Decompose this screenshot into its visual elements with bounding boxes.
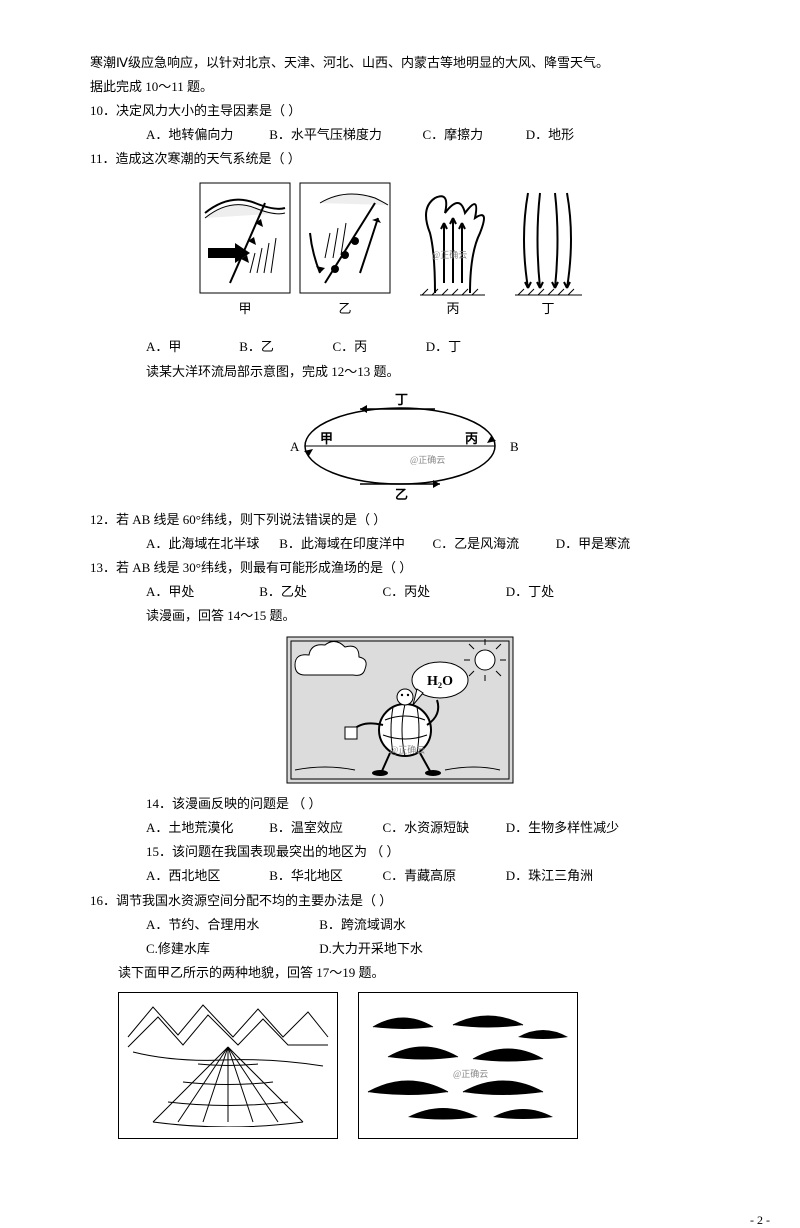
q13-stem: 13．若 AB 线是 30°纬线，则最有可能形成渔场的是（ ） xyxy=(90,557,710,579)
panel-label-yi: 乙 xyxy=(338,301,351,316)
q16-D: D.大力开采地下水 xyxy=(319,938,423,960)
q16-postline: 读下面甲乙所示的两种地貌，回答 17～19 题。 xyxy=(90,962,710,984)
q13-A: A．甲处 xyxy=(146,581,256,603)
q12-B: B．此海域在印度洋中 xyxy=(279,533,429,555)
panel-label-ding: 丁 xyxy=(541,301,554,316)
q16-B: B．跨流域调水 xyxy=(319,914,406,936)
q12-D: D．甲是寒流 xyxy=(556,533,630,555)
q12-A: A．此海域在北半球 xyxy=(146,533,276,555)
q15-B: B．华北地区 xyxy=(269,865,379,887)
q15-A: A．西北地区 xyxy=(146,865,266,887)
landform-figures: @正确云 xyxy=(118,992,710,1139)
cartoon-h2o: H₂O xyxy=(427,674,453,689)
q10-D: D．地形 xyxy=(526,124,574,146)
q14-A: A．土地荒漠化 xyxy=(146,817,266,839)
intro-line1: 寒潮Ⅳ级应急响应，以针对北京、天津、河北、山西、内蒙古等地明显的大风、降雪天气。 xyxy=(90,52,710,74)
dune-watermark: @正确云 xyxy=(453,1068,488,1079)
q14-options: A．土地荒漠化 B．温室效应 C．水资源短缺 D．生物多样性减少 xyxy=(90,817,710,839)
q14-stem: 14．该漫画反映的问题是 （ ） xyxy=(90,793,710,815)
q11-A: A．甲 xyxy=(146,336,236,358)
gyre-bing: 丙 xyxy=(465,431,478,446)
q10-A: A．地转偏向力 xyxy=(146,124,266,146)
q13-D: D．丁处 xyxy=(506,581,554,603)
q15-stem: 15．该问题在我国表现最突出的地区为 （ ） xyxy=(90,841,710,863)
q10-options: A．地转偏向力 B．水平气压梯度力 C．摩擦力 D．地形 xyxy=(90,124,710,146)
q16-A: A．节约、合理用水 xyxy=(146,914,316,936)
gyre-ding: 丁 xyxy=(395,392,408,407)
q15-D: D．珠江三角洲 xyxy=(506,865,593,887)
gyre-B: B xyxy=(510,439,519,454)
watermark: @正确云 xyxy=(432,249,467,260)
q13-options: A．甲处 B．乙处 C．丙处 D．丁处 xyxy=(90,581,710,603)
gyre-watermark: @正确云 xyxy=(410,454,445,465)
q16-row2: C.修建水库 D.大力开采地下水 xyxy=(90,938,710,960)
q10-C: C．摩擦力 xyxy=(423,124,523,146)
panel-label-bing: 丙 xyxy=(446,301,459,316)
page-number: - 2 - xyxy=(0,1213,770,1228)
q11-D: D．丁 xyxy=(426,336,461,358)
q14-D: D．生物多样性减少 xyxy=(506,817,619,839)
q12-options: A．此海域在北半球 B．此海域在印度洋中 C．乙是风海流 D．甲是寒流 xyxy=(90,533,710,555)
cartoon-watermark: @正确云 xyxy=(390,744,425,755)
gyre-yi: 乙 xyxy=(395,487,408,501)
q11-C: C．丙 xyxy=(333,336,423,358)
q13-postline: 读漫画，回答 14～15 题。 xyxy=(90,605,710,627)
panel-label-jia: 甲 xyxy=(238,301,251,316)
q16-C: C.修建水库 xyxy=(146,938,316,960)
q14-C: C．水资源短缺 xyxy=(383,817,503,839)
q11-figure: 甲 乙 xyxy=(90,178,710,328)
q13-B: B．乙处 xyxy=(259,581,379,603)
q15-options: A．西北地区 B．华北地区 C．青藏高原 D．珠江三角洲 xyxy=(90,865,710,887)
gyre-jia: 甲 xyxy=(320,431,333,446)
q10-stem: 10．决定风力大小的主导因素是（ ） xyxy=(90,100,710,122)
q12-C: C．乙是风海流 xyxy=(433,533,553,555)
q16-stem: 16．调节我国水资源空间分配不均的主要办法是（ ） xyxy=(90,890,710,912)
q15-C: C．青藏高原 xyxy=(383,865,503,887)
q11-stem: 11．造成这次寒潮的天气系统是（ ） xyxy=(90,148,710,170)
intro-line2: 据此完成 10～11 题。 xyxy=(90,76,710,98)
gyre-figure: A 甲 丙 B 丁 乙 @正确云 xyxy=(90,391,710,501)
gyre-A: A xyxy=(290,439,300,454)
q11-postline: 读某大洋环流局部示意图，完成 12～13 题。 xyxy=(90,361,710,383)
q12-stem: 12．若 AB 线是 60°纬线，则下列说法错误的是（ ） xyxy=(90,509,710,531)
q11-B: B．乙 xyxy=(239,336,329,358)
q13-C: C．丙处 xyxy=(383,581,503,603)
q11-options: A．甲 B．乙 C．丙 D．丁 xyxy=(90,336,710,358)
q14-B: B．温室效应 xyxy=(269,817,379,839)
q10-B: B．水平气压梯度力 xyxy=(269,124,419,146)
cartoon-figure: H₂O @正确云 xyxy=(90,635,710,785)
q16-row1: A．节约、合理用水 B．跨流域调水 xyxy=(90,914,710,936)
